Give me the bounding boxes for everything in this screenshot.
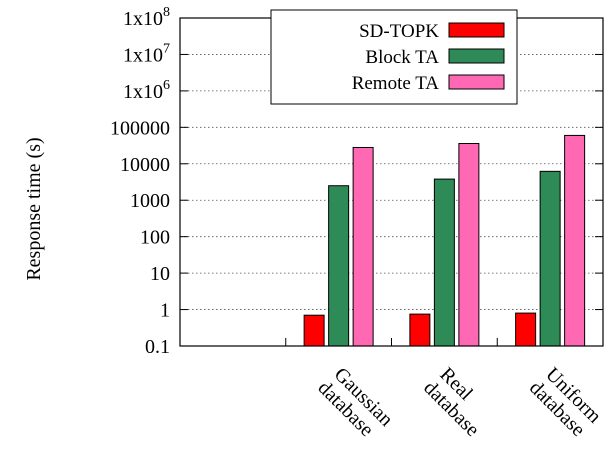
y-tick-label: 1x106 [123,78,170,103]
bar [564,134,586,347]
bar [352,146,374,347]
bar [515,312,537,347]
legend-swatch [448,48,505,64]
legend-label: Block TA [365,47,439,68]
legend-label: Remote TA [352,73,440,94]
y-tick-label: 100000 [110,117,170,139]
bars [303,134,586,347]
legend-label: SD-TOPK [359,21,439,42]
bar [409,313,431,347]
bar [458,143,480,347]
y-tick-label: 1000 [130,190,170,212]
y-axis: 0.1 1 10 100 1000 10000 100000 1x106 1x107 1x108 [110,5,603,358]
bar [433,178,455,347]
bar [539,170,561,347]
grid-lines [180,54,603,310]
y-tick-label: 1x108 [123,5,170,30]
legend-swatch [448,22,505,38]
y-tick-label: 0.1 [145,336,170,358]
y-tick-label: 10000 [120,154,170,176]
y-axis-label: Response time (s) [23,137,45,280]
y-tick-label: 100 [140,227,170,249]
bar [303,314,325,347]
bar [328,185,350,347]
y-tick-label: 1x107 [123,41,170,66]
legend-swatch [448,74,505,90]
y-tick-label: 1 [160,300,170,322]
y-tick-label: 10 [150,263,170,285]
legend: SD-TOPK Block TA Remote TA [270,9,518,105]
